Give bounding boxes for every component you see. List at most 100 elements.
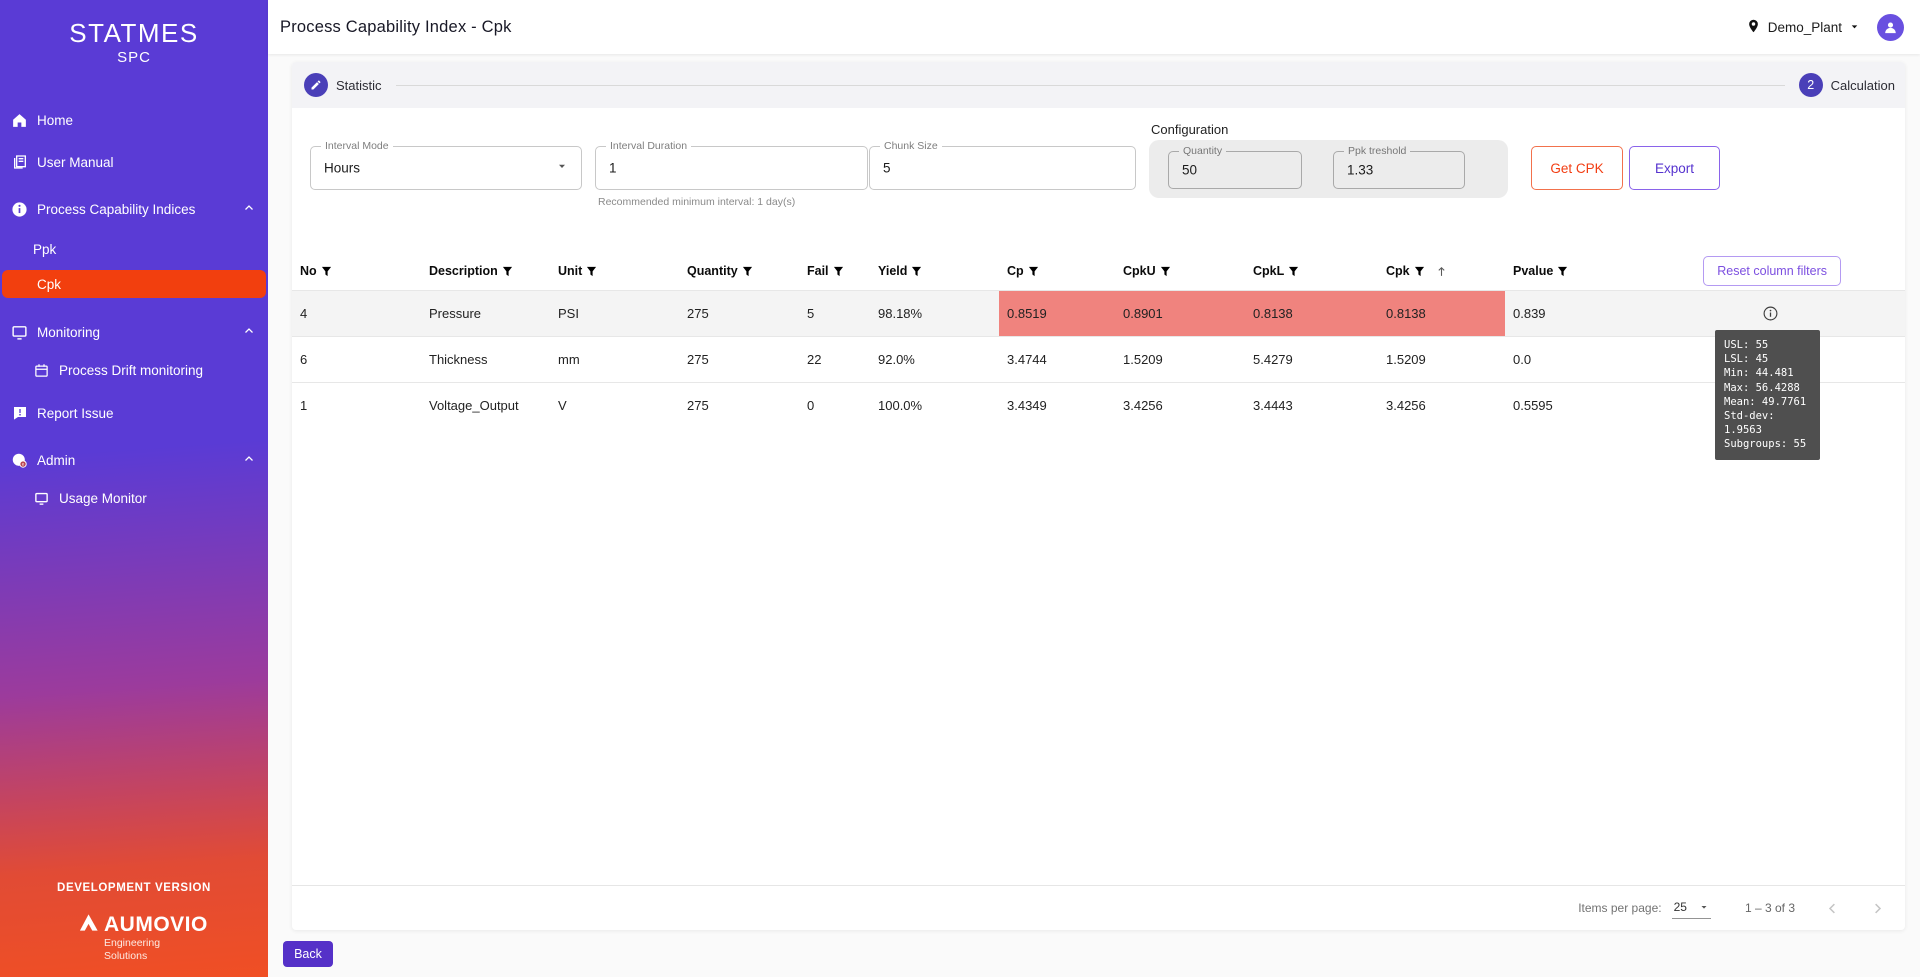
sidebar-item-process-capability-indices[interactable]: Process Capability Indices — [0, 195, 268, 223]
field-label: Chunk Size — [880, 140, 942, 152]
configuration-label: Configuration — [1151, 122, 1229, 137]
sidebar-item-cpk-active[interactable]: Cpk — [2, 270, 266, 298]
plant-selector[interactable]: Demo_Plant — [1746, 17, 1860, 38]
aumovio-triangle-icon — [78, 912, 101, 937]
sidebar-item-ppk[interactable]: Ppk — [0, 235, 268, 263]
step-label: Calculation — [1830, 77, 1895, 93]
chevron-down-icon — [1849, 20, 1860, 35]
stepper-step-statistic[interactable]: Statistic — [304, 73, 382, 97]
cell-fail: 5 — [807, 306, 815, 321]
chevron-up-icon[interactable] — [243, 453, 255, 468]
column-header-quantity[interactable]: Quantity — [679, 252, 799, 290]
previous-page-button[interactable] — [1825, 901, 1840, 916]
table-row[interactable]: 4 Pressure PSI 275 5 98.18% 0.8519 0.890… — [292, 290, 1905, 336]
sidebar-item-process-drift-monitoring[interactable]: Process Drift monitoring — [0, 356, 268, 384]
cell-no: 6 — [300, 352, 308, 367]
sidebar-item-monitoring[interactable]: Monitoring — [0, 318, 268, 346]
column-header-cpku[interactable]: CpkU — [1115, 252, 1245, 290]
filter-funnel-icon — [1160, 266, 1170, 276]
svg-text:e: e — [22, 461, 25, 466]
edit-pencil-icon — [304, 73, 328, 97]
cell-quantity: 275 — [687, 306, 709, 321]
get-cpk-button[interactable]: Get CPK — [1531, 146, 1623, 190]
table-row[interactable]: 1 Voltage_Output V 275 0 100.0% 3.4349 3… — [292, 382, 1905, 428]
ppk-threshold-input[interactable]: Ppk treshold 1.33 — [1333, 145, 1465, 189]
app-logo-subtitle: SPC — [117, 49, 151, 66]
cell-unit: mm — [558, 352, 580, 367]
table-header-row: No Description Unit Quantity Fail Yield … — [292, 252, 1905, 290]
chevron-down-icon — [556, 159, 568, 177]
field-value: 1 — [609, 160, 617, 176]
cell-pvalue: 0.0 — [1513, 352, 1532, 367]
quantity-input[interactable]: Quantity 50 — [1168, 145, 1302, 189]
dev-version-label: DEVELOPMENT VERSION — [57, 882, 211, 894]
cell-cpkl: 3.4443 — [1253, 398, 1293, 413]
tooltip-line-max: Max: 56.4288 — [1724, 381, 1800, 394]
column-header-cpkl[interactable]: CpkL — [1245, 252, 1378, 290]
monitor-icon — [11, 324, 28, 341]
brand-subtitle-1: Engineering — [104, 937, 161, 949]
column-header-cpk-sorted[interactable]: Cpk — [1378, 252, 1505, 290]
cell-cpkl-flagged: 0.8138 — [1245, 291, 1378, 336]
cell-fail: 22 — [807, 352, 822, 367]
column-header-cp[interactable]: Cp — [999, 252, 1115, 290]
field-label: Interval Duration — [606, 140, 692, 152]
tooltip-line-min: Min: 44.481 — [1724, 367, 1794, 380]
app-logo-title: STATMES — [69, 18, 199, 48]
stepper-step-calculation[interactable]: 2 Calculation — [1798, 73, 1895, 97]
cell-unit: V — [558, 398, 567, 413]
sidebar-item-label: Admin — [37, 452, 76, 468]
calendar-icon — [33, 363, 50, 378]
cell-no: 4 — [300, 306, 308, 321]
tooltip-line-stddev: Std-dev: 1.9563 — [1724, 410, 1775, 437]
sidebar-item-usage-monitor[interactable]: Usage Monitor — [0, 484, 268, 512]
top-bar: Process Capability Index - Cpk Demo_Plan… — [268, 0, 1920, 54]
column-header-unit[interactable]: Unit — [550, 252, 679, 290]
filter-funnel-icon — [502, 266, 512, 276]
interval-duration-input[interactable]: Interval Duration 1 — [595, 140, 868, 190]
tooltip-line-mean: Mean: 49.7761 — [1724, 395, 1807, 408]
export-button[interactable]: Export — [1629, 146, 1720, 190]
field-label: Interval Mode — [321, 140, 393, 152]
tooltip-line-subgroups: Subgroups: 55 — [1724, 438, 1807, 451]
location-pin-icon — [1746, 17, 1761, 38]
sidebar-item-home[interactable]: Home — [0, 106, 268, 134]
items-per-page-select[interactable]: 25 — [1671, 898, 1711, 919]
sidebar-item-report-issue[interactable]: Report Issue — [0, 399, 268, 427]
interval-mode-select[interactable]: Interval Mode Hours — [310, 140, 582, 190]
next-page-button[interactable] — [1870, 901, 1885, 916]
column-header-fail[interactable]: Fail — [799, 252, 870, 290]
step-label: Statistic — [336, 77, 382, 93]
cell-no: 1 — [300, 398, 308, 413]
column-header-no[interactable]: No — [292, 252, 421, 290]
cell-cpku: 1.5209 — [1123, 352, 1163, 367]
cell-description: Voltage_Output — [429, 398, 519, 413]
chevron-up-icon[interactable] — [243, 325, 255, 340]
cell-description: Pressure — [429, 306, 482, 321]
reset-column-filters-button[interactable]: Reset column filters — [1703, 256, 1841, 286]
filter-funnel-icon — [742, 266, 752, 276]
sidebar-item-admin[interactable]: e Admin — [0, 446, 268, 474]
chevron-up-icon[interactable] — [243, 202, 255, 217]
table-row[interactable]: 6 Thickness mm 275 22 92.0% 3.4744 1.520… — [292, 336, 1905, 382]
results-table: No Description Unit Quantity Fail Yield … — [292, 252, 1905, 428]
filter-funnel-icon — [1028, 266, 1038, 276]
column-header-description[interactable]: Description — [421, 252, 550, 290]
page-title: Process Capability Index - Cpk — [280, 17, 512, 36]
brand-name: AUMOVIO — [104, 912, 208, 936]
interval-duration-hint: Recommended minimum interval: 1 day(s) — [598, 196, 796, 208]
column-header-yield[interactable]: Yield — [870, 252, 999, 290]
sidebar-item-user-manual[interactable]: User Manual — [0, 148, 268, 176]
back-button[interactable]: Back — [283, 941, 333, 967]
column-header-pvalue[interactable]: Pvalue — [1505, 252, 1635, 290]
globe-admin-icon: e — [11, 452, 28, 469]
user-avatar-button[interactable] — [1877, 13, 1904, 41]
items-per-page-value: 25 — [1673, 899, 1687, 914]
cell-fail: 0 — [807, 398, 815, 413]
cell-cpk-flagged: 0.8138 — [1378, 291, 1505, 336]
row-info-icon[interactable] — [1762, 305, 1779, 322]
info-circle-icon — [11, 201, 28, 218]
chunk-size-input[interactable]: Chunk Size 5 — [869, 140, 1136, 190]
brand-logo: AUMOVIO Engineering Solutions — [78, 912, 208, 963]
monitor-icon — [33, 491, 50, 506]
